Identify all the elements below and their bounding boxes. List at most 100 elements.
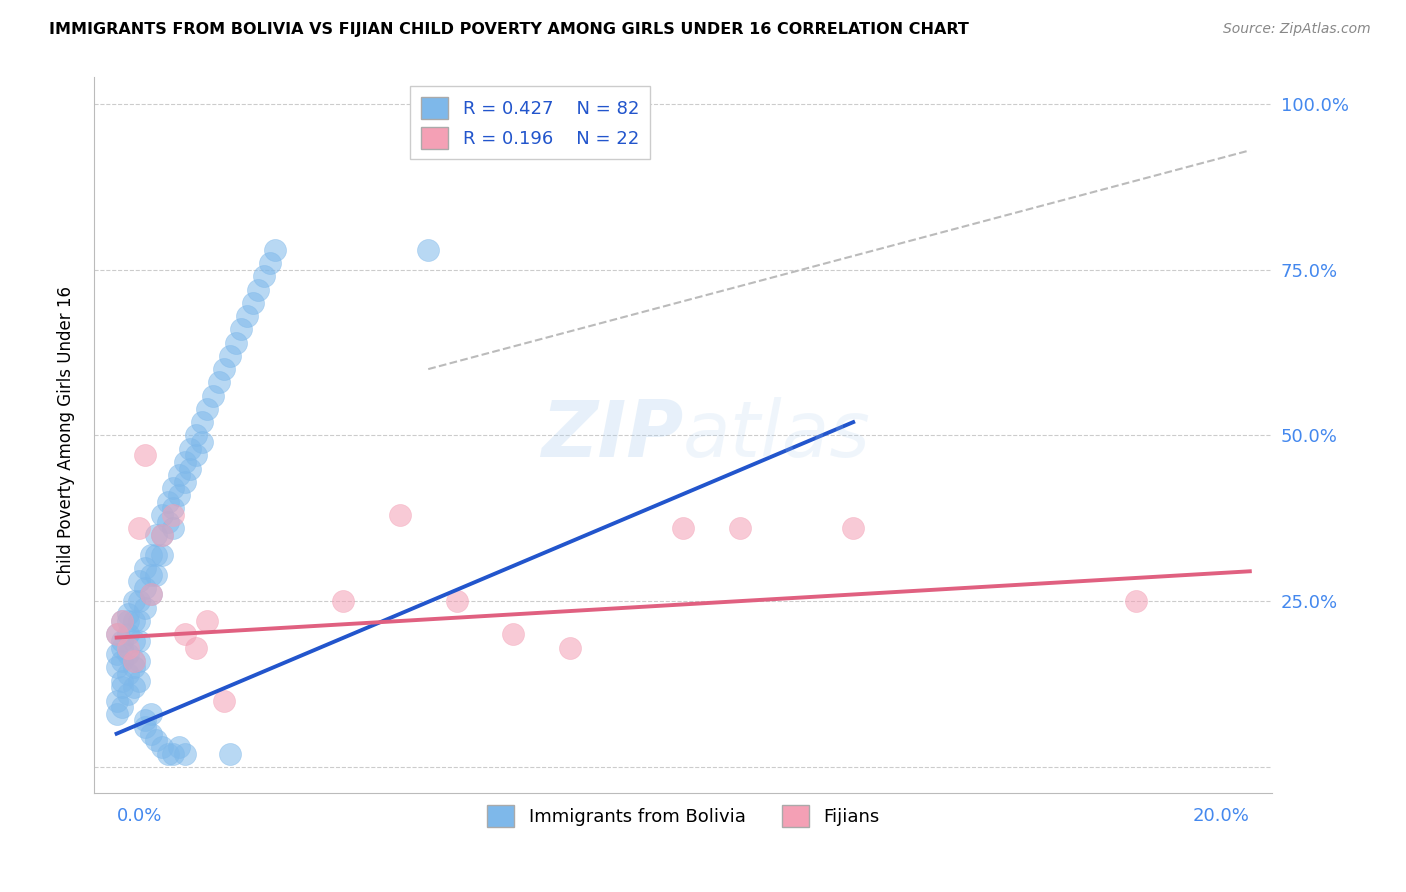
Point — [418, 243, 440, 257]
Point — [105, 706, 128, 721]
Point — [162, 521, 184, 535]
Point — [128, 673, 150, 688]
Point — [179, 461, 201, 475]
Point — [117, 640, 139, 655]
Point — [332, 594, 354, 608]
Point — [162, 747, 184, 761]
Point — [150, 528, 173, 542]
Point — [111, 614, 134, 628]
Point — [728, 521, 751, 535]
Point — [672, 521, 695, 535]
Point — [117, 627, 139, 641]
Point — [253, 269, 276, 284]
Point — [145, 548, 167, 562]
Point — [117, 614, 139, 628]
Point — [122, 660, 145, 674]
Point — [128, 574, 150, 589]
Point — [173, 455, 195, 469]
Point — [122, 654, 145, 668]
Point — [117, 667, 139, 681]
Point — [162, 508, 184, 522]
Point — [156, 494, 179, 508]
Point — [184, 640, 207, 655]
Point — [128, 633, 150, 648]
Point — [156, 515, 179, 529]
Point — [173, 627, 195, 641]
Text: ZIP: ZIP — [541, 398, 683, 474]
Point — [150, 528, 173, 542]
Point — [184, 428, 207, 442]
Legend: Immigrants from Bolivia, Fijians: Immigrants from Bolivia, Fijians — [479, 798, 887, 834]
Point — [236, 309, 259, 323]
Point — [145, 733, 167, 747]
Point — [111, 640, 134, 655]
Point — [117, 647, 139, 661]
Point — [242, 295, 264, 310]
Point — [105, 693, 128, 707]
Point — [105, 627, 128, 641]
Point — [139, 587, 162, 601]
Point — [212, 693, 235, 707]
Text: atlas: atlas — [683, 398, 872, 474]
Point — [111, 700, 134, 714]
Text: IMMIGRANTS FROM BOLIVIA VS FIJIAN CHILD POVERTY AMONG GIRLS UNDER 16 CORRELATION: IMMIGRANTS FROM BOLIVIA VS FIJIAN CHILD … — [49, 22, 969, 37]
Point — [122, 654, 145, 668]
Point — [139, 587, 162, 601]
Point — [111, 673, 134, 688]
Point — [195, 614, 218, 628]
Point — [212, 362, 235, 376]
Point — [173, 475, 195, 489]
Text: 20.0%: 20.0% — [1192, 806, 1250, 824]
Point — [558, 640, 581, 655]
Point — [111, 614, 134, 628]
Point — [111, 654, 134, 668]
Point — [134, 581, 156, 595]
Point — [388, 508, 411, 522]
Point — [105, 627, 128, 641]
Point — [201, 389, 224, 403]
Point — [139, 567, 162, 582]
Text: Source: ZipAtlas.com: Source: ZipAtlas.com — [1223, 22, 1371, 37]
Point — [162, 501, 184, 516]
Point — [128, 614, 150, 628]
Point — [190, 415, 212, 429]
Point — [502, 627, 524, 641]
Point — [231, 322, 253, 336]
Point — [134, 600, 156, 615]
Point — [111, 633, 134, 648]
Point — [162, 482, 184, 496]
Point — [117, 687, 139, 701]
Point — [122, 633, 145, 648]
Text: 0.0%: 0.0% — [117, 806, 162, 824]
Point — [128, 521, 150, 535]
Point — [128, 654, 150, 668]
Point — [134, 448, 156, 462]
Point — [105, 660, 128, 674]
Point — [122, 614, 145, 628]
Point — [167, 468, 190, 483]
Point — [446, 594, 468, 608]
Point — [145, 528, 167, 542]
Point — [111, 681, 134, 695]
Point — [190, 435, 212, 450]
Point — [156, 747, 179, 761]
Point — [167, 739, 190, 754]
Point — [105, 647, 128, 661]
Point — [264, 243, 287, 257]
Point — [139, 727, 162, 741]
Point — [259, 256, 281, 270]
Point — [122, 594, 145, 608]
Point — [150, 508, 173, 522]
Point — [145, 567, 167, 582]
Point — [134, 561, 156, 575]
Point — [167, 488, 190, 502]
Point — [150, 739, 173, 754]
Point — [139, 706, 162, 721]
Point — [134, 720, 156, 734]
Point — [225, 335, 247, 350]
Point — [173, 747, 195, 761]
Point — [1125, 594, 1147, 608]
Point — [219, 747, 242, 761]
Point — [117, 607, 139, 622]
Point — [179, 442, 201, 456]
